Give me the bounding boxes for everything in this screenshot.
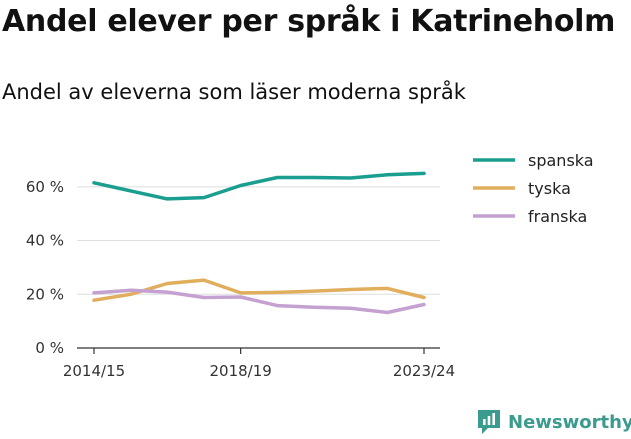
- x-tick-label: 2023/24: [393, 362, 455, 380]
- legend-label: tyska: [528, 179, 571, 198]
- series-line-tyska: [92, 278, 426, 302]
- chart-title: Andel elever per språk i Katrineholm: [2, 4, 616, 39]
- y-tick-label: 60 %: [26, 178, 64, 196]
- series-line-spanska: [92, 171, 426, 201]
- y-tick-label: 0 %: [35, 339, 64, 357]
- chart-subtitle: Andel av eleverna som läser moderna språ…: [2, 80, 466, 104]
- x-tick-label: 2014/15: [63, 362, 125, 380]
- y-tick-label: 40 %: [26, 232, 64, 250]
- series-line-franska: [92, 288, 426, 315]
- legend-label: spanska: [528, 151, 594, 170]
- newsworthy-logo-icon: [478, 410, 500, 434]
- brand-logo: Newsworthy: [476, 408, 631, 436]
- y-tick-label: 20 %: [26, 285, 64, 303]
- legend-label: franska: [528, 207, 587, 226]
- x-tick-label: 2018/19: [210, 362, 272, 380]
- brand-name: Newsworthy: [508, 411, 631, 433]
